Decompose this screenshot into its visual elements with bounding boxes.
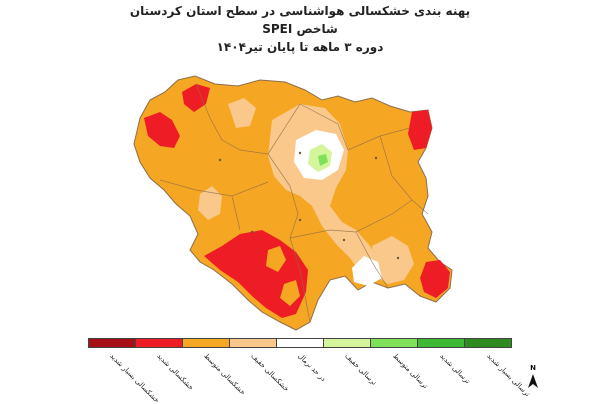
legend-swatch: [183, 339, 230, 347]
legend-swatch: [89, 339, 136, 347]
moderate-wet-zone: [318, 154, 328, 166]
severe-drought-zone-north: [182, 84, 210, 112]
severe-drought-zone-northwest: [144, 112, 180, 148]
mild-drought-zone-southeast: [372, 236, 414, 284]
map-period-subtitle: دوره ۳ ماهه تا پایان تیر۱۴۰۴: [216, 40, 384, 54]
legend-swatch: [465, 339, 511, 347]
severe-drought-zone-east: [408, 110, 432, 150]
legend-bar: [88, 338, 512, 348]
legend-swatch: [277, 339, 324, 347]
legend-swatch: [418, 339, 465, 347]
legend-swatch: [371, 339, 418, 347]
legend-swatch: [324, 339, 371, 347]
north-arrow-icon: [528, 374, 538, 388]
north-arrow-label: N: [530, 364, 536, 372]
legend-swatch: [230, 339, 277, 347]
mild-drought-zone-north: [228, 98, 256, 128]
moderate-drought-patch-sw1: [266, 246, 286, 272]
severe-drought-zone-southeast: [420, 260, 450, 298]
normal-zone-south: [352, 256, 382, 286]
county-boundaries: [159, 83, 429, 323]
map-index-subtitle: شاخص SPEI: [262, 22, 338, 36]
legend-swatch: [136, 339, 183, 347]
mild-drought-zone-west: [198, 186, 222, 220]
north-arrow: N: [526, 364, 540, 390]
moderate-drought-patch-sw2: [280, 280, 300, 306]
map-title: پهنه بندی خشکسالی هواشناسی در سطح استان …: [129, 4, 471, 18]
settlement-markers: [218, 151, 400, 260]
